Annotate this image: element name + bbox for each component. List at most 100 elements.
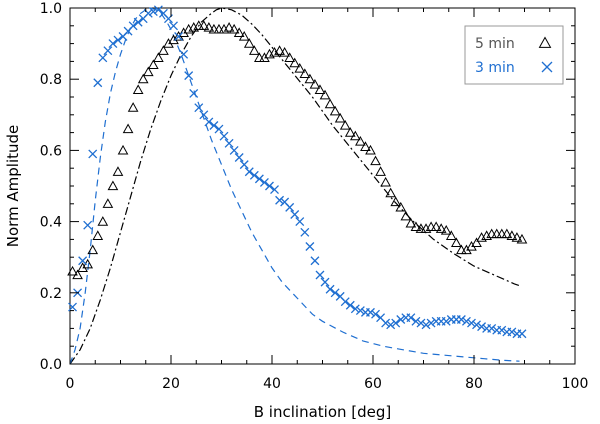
x-marker: [345, 300, 355, 310]
triangle-marker: [203, 22, 215, 32]
triangle-marker: [112, 166, 124, 176]
x-tick-label: 80: [465, 376, 483, 392]
triangle-marker: [153, 52, 164, 62]
x-marker: [259, 177, 269, 187]
x-marker: [295, 217, 305, 227]
triangle-marker: [274, 45, 285, 55]
triangle-marker: [117, 144, 129, 155]
x-marker: [411, 316, 421, 326]
triangle-marker: [339, 119, 351, 130]
x-marker: [179, 49, 189, 59]
fit-curve-3min: [69, 7, 520, 365]
legend-label-5min: 5 min: [475, 36, 515, 52]
triangle-marker: [501, 228, 513, 239]
legend-box: [464, 25, 564, 85]
triangle-marker: [450, 237, 462, 248]
triangle-marker: [279, 46, 290, 57]
x-marker: [406, 313, 416, 323]
triangle-marker: [107, 180, 119, 191]
y-tick-label: 0.6: [40, 143, 62, 159]
triangle-marker: [324, 98, 336, 109]
triangle-marker: [516, 233, 528, 244]
triangle-marker: [365, 144, 376, 155]
axis-ticks: [69, 7, 576, 365]
x-marker: [350, 304, 360, 314]
triangle-marker: [228, 23, 240, 34]
x-marker: [497, 325, 507, 335]
triangle-marker: [92, 230, 104, 240]
x-marker: [371, 309, 380, 319]
triangle-marker: [122, 123, 134, 134]
y-tick-label: 1.0: [40, 1, 62, 17]
tick-labels: 0 20 40 60 80 100 0.0 0.2 0.4 0.6 0.8 1.0: [40, 1, 589, 392]
triangle-marker: [360, 141, 371, 151]
legend-label-3min: 3 min: [475, 60, 515, 76]
triangle-marker: [380, 176, 391, 187]
triangle-marker: [233, 27, 245, 38]
triangle-marker: [370, 155, 381, 166]
legend-x-icon: [541, 61, 553, 73]
triangle-marker: [238, 30, 250, 41]
triangle-marker: [400, 210, 412, 221]
x-marker: [290, 210, 300, 219]
x-tick-label: 60: [364, 376, 382, 392]
x-marker: [169, 21, 178, 31]
x-marker: [265, 181, 274, 191]
x-marker: [330, 288, 340, 298]
x-marker: [83, 220, 93, 230]
x-tick-label: 100: [562, 376, 589, 392]
triangle-marker: [538, 36, 552, 48]
triangle-marker: [375, 166, 386, 176]
x-marker: [340, 297, 350, 307]
x-marker: [325, 284, 335, 294]
triangle-marker: [319, 89, 331, 100]
triangle-marker: [506, 230, 518, 240]
triangle-marker: [289, 57, 301, 68]
y-axis-title: Norm Amplitude: [4, 125, 22, 248]
x-marker: [93, 78, 103, 88]
x-axis-title: B inclination [deg]: [254, 403, 392, 421]
triangle-marker: [72, 269, 83, 280]
triangle-marker: [147, 59, 159, 70]
x-marker: [153, 5, 163, 15]
x-marker: [381, 318, 391, 328]
x-marker: [426, 318, 436, 328]
x-marker: [78, 256, 88, 266]
triangle-marker: [243, 38, 255, 48]
triangle-marker: [430, 221, 442, 232]
x-marker: [487, 323, 497, 333]
x-marker: [219, 131, 229, 141]
x-marker: [189, 88, 199, 98]
x-marker: [68, 302, 77, 312]
triangle-marker: [395, 201, 407, 212]
x-marker: [315, 270, 325, 280]
x-marker: [275, 195, 285, 205]
x-marker: [305, 242, 315, 251]
legend: 5 min 3 min: [464, 25, 564, 85]
triangle-marker: [410, 221, 422, 232]
triangle-marker: [127, 102, 139, 112]
triangle-marker: [445, 230, 457, 240]
x-marker: [88, 149, 98, 159]
x-marker: [416, 318, 426, 328]
x-marker: [244, 167, 254, 177]
x-marker: [204, 117, 214, 127]
x-marker: [103, 46, 113, 56]
x-marker: [98, 53, 108, 63]
x-marker: [254, 174, 264, 184]
x-marker: [355, 306, 365, 316]
triangle-marker: [158, 45, 169, 55]
x-marker: [477, 322, 487, 332]
x-marker: [209, 121, 219, 130]
triangle-marker: [314, 84, 326, 94]
triangle-marker: [198, 20, 210, 30]
x-marker: [541, 61, 553, 73]
x-marker: [320, 277, 330, 287]
triangle-marker: [97, 216, 109, 226]
triangle-marker: [309, 79, 321, 89]
x-marker: [224, 138, 234, 148]
triangle-marker: [355, 135, 366, 146]
x-marker: [184, 71, 194, 81]
x-marker: [194, 103, 204, 113]
triangle-marker: [385, 187, 397, 198]
